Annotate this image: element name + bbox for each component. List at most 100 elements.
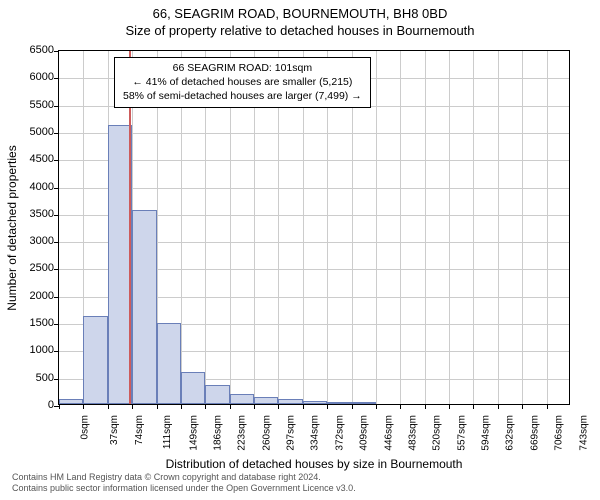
x-tick-label: 372sqm <box>334 415 345 451</box>
y-tick-label: 1500 <box>30 317 54 329</box>
x-tick-label: 149sqm <box>188 415 199 451</box>
y-tick-label: 4500 <box>30 153 54 165</box>
x-tick-mark <box>327 404 328 409</box>
y-tick-mark <box>54 351 59 352</box>
x-tick-label: 706sqm <box>554 415 565 451</box>
footer-attribution: Contains HM Land Registry data © Crown c… <box>12 472 356 495</box>
x-tick-mark <box>425 404 426 409</box>
x-tick-mark <box>352 404 353 409</box>
histogram-bar <box>157 323 181 404</box>
y-tick-label: 2000 <box>30 290 54 302</box>
histogram-bar <box>59 399 83 404</box>
y-tick-label: 500 <box>36 372 54 384</box>
x-tick-label: 557sqm <box>456 415 467 451</box>
histogram-bar <box>278 399 302 404</box>
x-tick-label: 483sqm <box>408 415 419 451</box>
x-tick-label: 446sqm <box>383 415 394 451</box>
y-tick-mark <box>54 269 59 270</box>
x-tick-label: 37sqm <box>109 415 120 445</box>
histogram-bar <box>254 397 278 404</box>
x-tick-mark <box>132 404 133 409</box>
y-tick-label: 6500 <box>30 44 54 56</box>
callout-line2: ← 41% of detached houses are smaller (5,… <box>123 75 362 89</box>
y-tick-label: 1000 <box>30 344 54 356</box>
x-tick-label: 743sqm <box>578 415 589 451</box>
x-tick-mark <box>498 404 499 409</box>
x-tick-label: 632sqm <box>505 415 516 451</box>
histogram-bar <box>230 394 254 404</box>
gridline-v <box>425 51 426 404</box>
histogram-bar <box>303 401 327 404</box>
title-line2: Size of property relative to detached ho… <box>0 23 600 40</box>
histogram-bar <box>327 402 351 404</box>
chart-area: Number of detached properties Distributi… <box>58 50 570 405</box>
x-tick-label: 520sqm <box>432 415 443 451</box>
x-tick-label: 74sqm <box>134 415 145 445</box>
x-tick-mark <box>108 404 109 409</box>
gridline-h <box>59 160 569 161</box>
x-tick-mark <box>303 404 304 409</box>
x-axis-label: Distribution of detached houses by size … <box>166 457 463 471</box>
x-tick-label: 409sqm <box>359 415 370 451</box>
y-tick-label: 6000 <box>30 71 54 83</box>
title-line1: 66, SEAGRIM ROAD, BOURNEMOUTH, BH8 0BD <box>0 6 600 23</box>
histogram-bar <box>83 316 107 404</box>
gridline-v <box>376 51 377 404</box>
y-tick-mark <box>54 215 59 216</box>
x-tick-mark <box>376 404 377 409</box>
x-tick-mark <box>230 404 231 409</box>
y-tick-mark <box>54 297 59 298</box>
x-tick-mark <box>205 404 206 409</box>
x-tick-mark <box>181 404 182 409</box>
x-tick-mark <box>83 404 84 409</box>
chart-title: 66, SEAGRIM ROAD, BOURNEMOUTH, BH8 0BD S… <box>0 0 600 40</box>
x-tick-label: 669sqm <box>529 415 540 451</box>
y-tick-mark <box>54 133 59 134</box>
gridline-v <box>498 51 499 404</box>
gridline-v <box>449 51 450 404</box>
x-tick-label: 260sqm <box>261 415 272 451</box>
x-tick-label: 0sqm <box>79 415 90 439</box>
x-tick-mark <box>522 404 523 409</box>
y-tick-mark <box>54 78 59 79</box>
y-tick-label: 5500 <box>30 99 54 111</box>
x-tick-mark <box>254 404 255 409</box>
y-tick-label: 3000 <box>30 235 54 247</box>
y-tick-mark <box>54 324 59 325</box>
callout-box: 66 SEAGRIM ROAD: 101sqm ← 41% of detache… <box>114 57 371 108</box>
y-tick-label: 3500 <box>30 208 54 220</box>
x-tick-label: 111sqm <box>162 415 173 449</box>
y-tick-mark <box>54 379 59 380</box>
y-tick-mark <box>54 51 59 52</box>
y-tick-mark <box>54 160 59 161</box>
x-tick-mark <box>400 404 401 409</box>
histogram-bar <box>132 210 156 404</box>
x-tick-label: 594sqm <box>481 415 492 451</box>
callout-line3: 58% of semi-detached houses are larger (… <box>123 89 362 103</box>
gridline-h <box>59 188 569 189</box>
y-tick-label: 2500 <box>30 262 54 274</box>
y-axis-label: Number of detached properties <box>5 145 19 310</box>
footer-line1: Contains HM Land Registry data © Crown c… <box>12 472 356 483</box>
gridline-v <box>522 51 523 404</box>
y-tick-label: 0 <box>48 399 54 411</box>
y-tick-mark <box>54 106 59 107</box>
x-tick-label: 223sqm <box>237 415 248 451</box>
x-tick-mark <box>449 404 450 409</box>
x-tick-mark <box>59 404 60 409</box>
callout-line1: 66 SEAGRIM ROAD: 101sqm <box>123 61 362 75</box>
y-tick-mark <box>54 188 59 189</box>
x-tick-mark <box>157 404 158 409</box>
y-tick-label: 4000 <box>30 181 54 193</box>
y-tick-mark <box>54 242 59 243</box>
footer-line2: Contains public sector information licen… <box>12 483 356 494</box>
x-tick-mark <box>473 404 474 409</box>
x-tick-mark <box>547 404 548 409</box>
gridline-v <box>400 51 401 404</box>
gridline-v <box>547 51 548 404</box>
y-tick-label: 5000 <box>30 126 54 138</box>
histogram-bar <box>352 402 376 404</box>
gridline-v <box>473 51 474 404</box>
x-tick-mark <box>278 404 279 409</box>
plot-region: 66 SEAGRIM ROAD: 101sqm ← 41% of detache… <box>58 50 570 405</box>
